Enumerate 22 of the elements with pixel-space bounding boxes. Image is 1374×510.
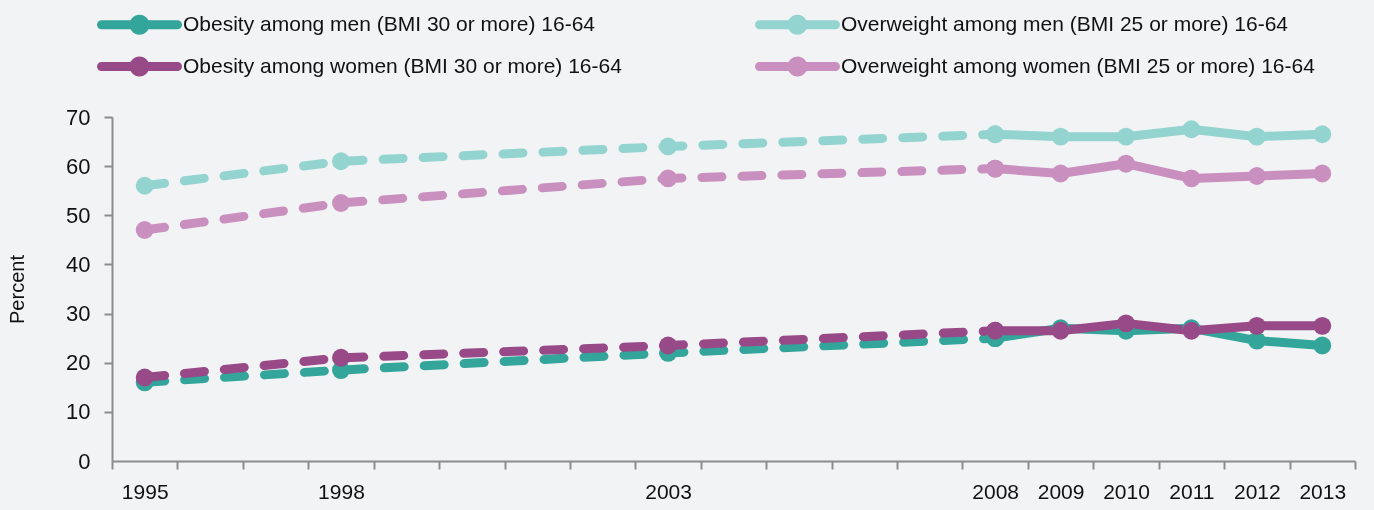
- y-tick-label: 70: [66, 104, 91, 130]
- x-tick-label: 1998: [318, 479, 365, 503]
- x-tick-label: 2008: [972, 479, 1020, 503]
- legend-label: Overweight among women (BMI 25 or more) 16-64: [841, 53, 1316, 77]
- y-tick-label: 30: [66, 301, 91, 327]
- legend-label: Obesity among men (BMI 30 or more) 16-64: [183, 11, 596, 35]
- x-tick-label: 2011: [1169, 479, 1215, 503]
- y-tick-label: 20: [66, 350, 91, 376]
- y-axis-title: Percent: [6, 254, 29, 324]
- y-tick-label: 0: [78, 448, 91, 474]
- x-tick-label: 2013: [1299, 479, 1347, 503]
- legend-label: Overweight among men (BMI 25 or more) 16-64: [841, 11, 1289, 35]
- x-tick-label: 2012: [1234, 479, 1281, 503]
- x-tick-label: 2009: [1037, 479, 1085, 503]
- y-tick-label: 60: [66, 153, 91, 179]
- y-tick-label: 40: [66, 251, 91, 277]
- y-tick-label: 10: [66, 399, 91, 425]
- legend-label: Obesity among women (BMI 30 or more) 16-64: [183, 53, 623, 77]
- x-tick-label: 2010: [1103, 479, 1150, 503]
- x-tick-label: 1995: [121, 479, 169, 503]
- y-tick-label: 50: [66, 202, 91, 228]
- x-tick-label: 2003: [645, 479, 692, 503]
